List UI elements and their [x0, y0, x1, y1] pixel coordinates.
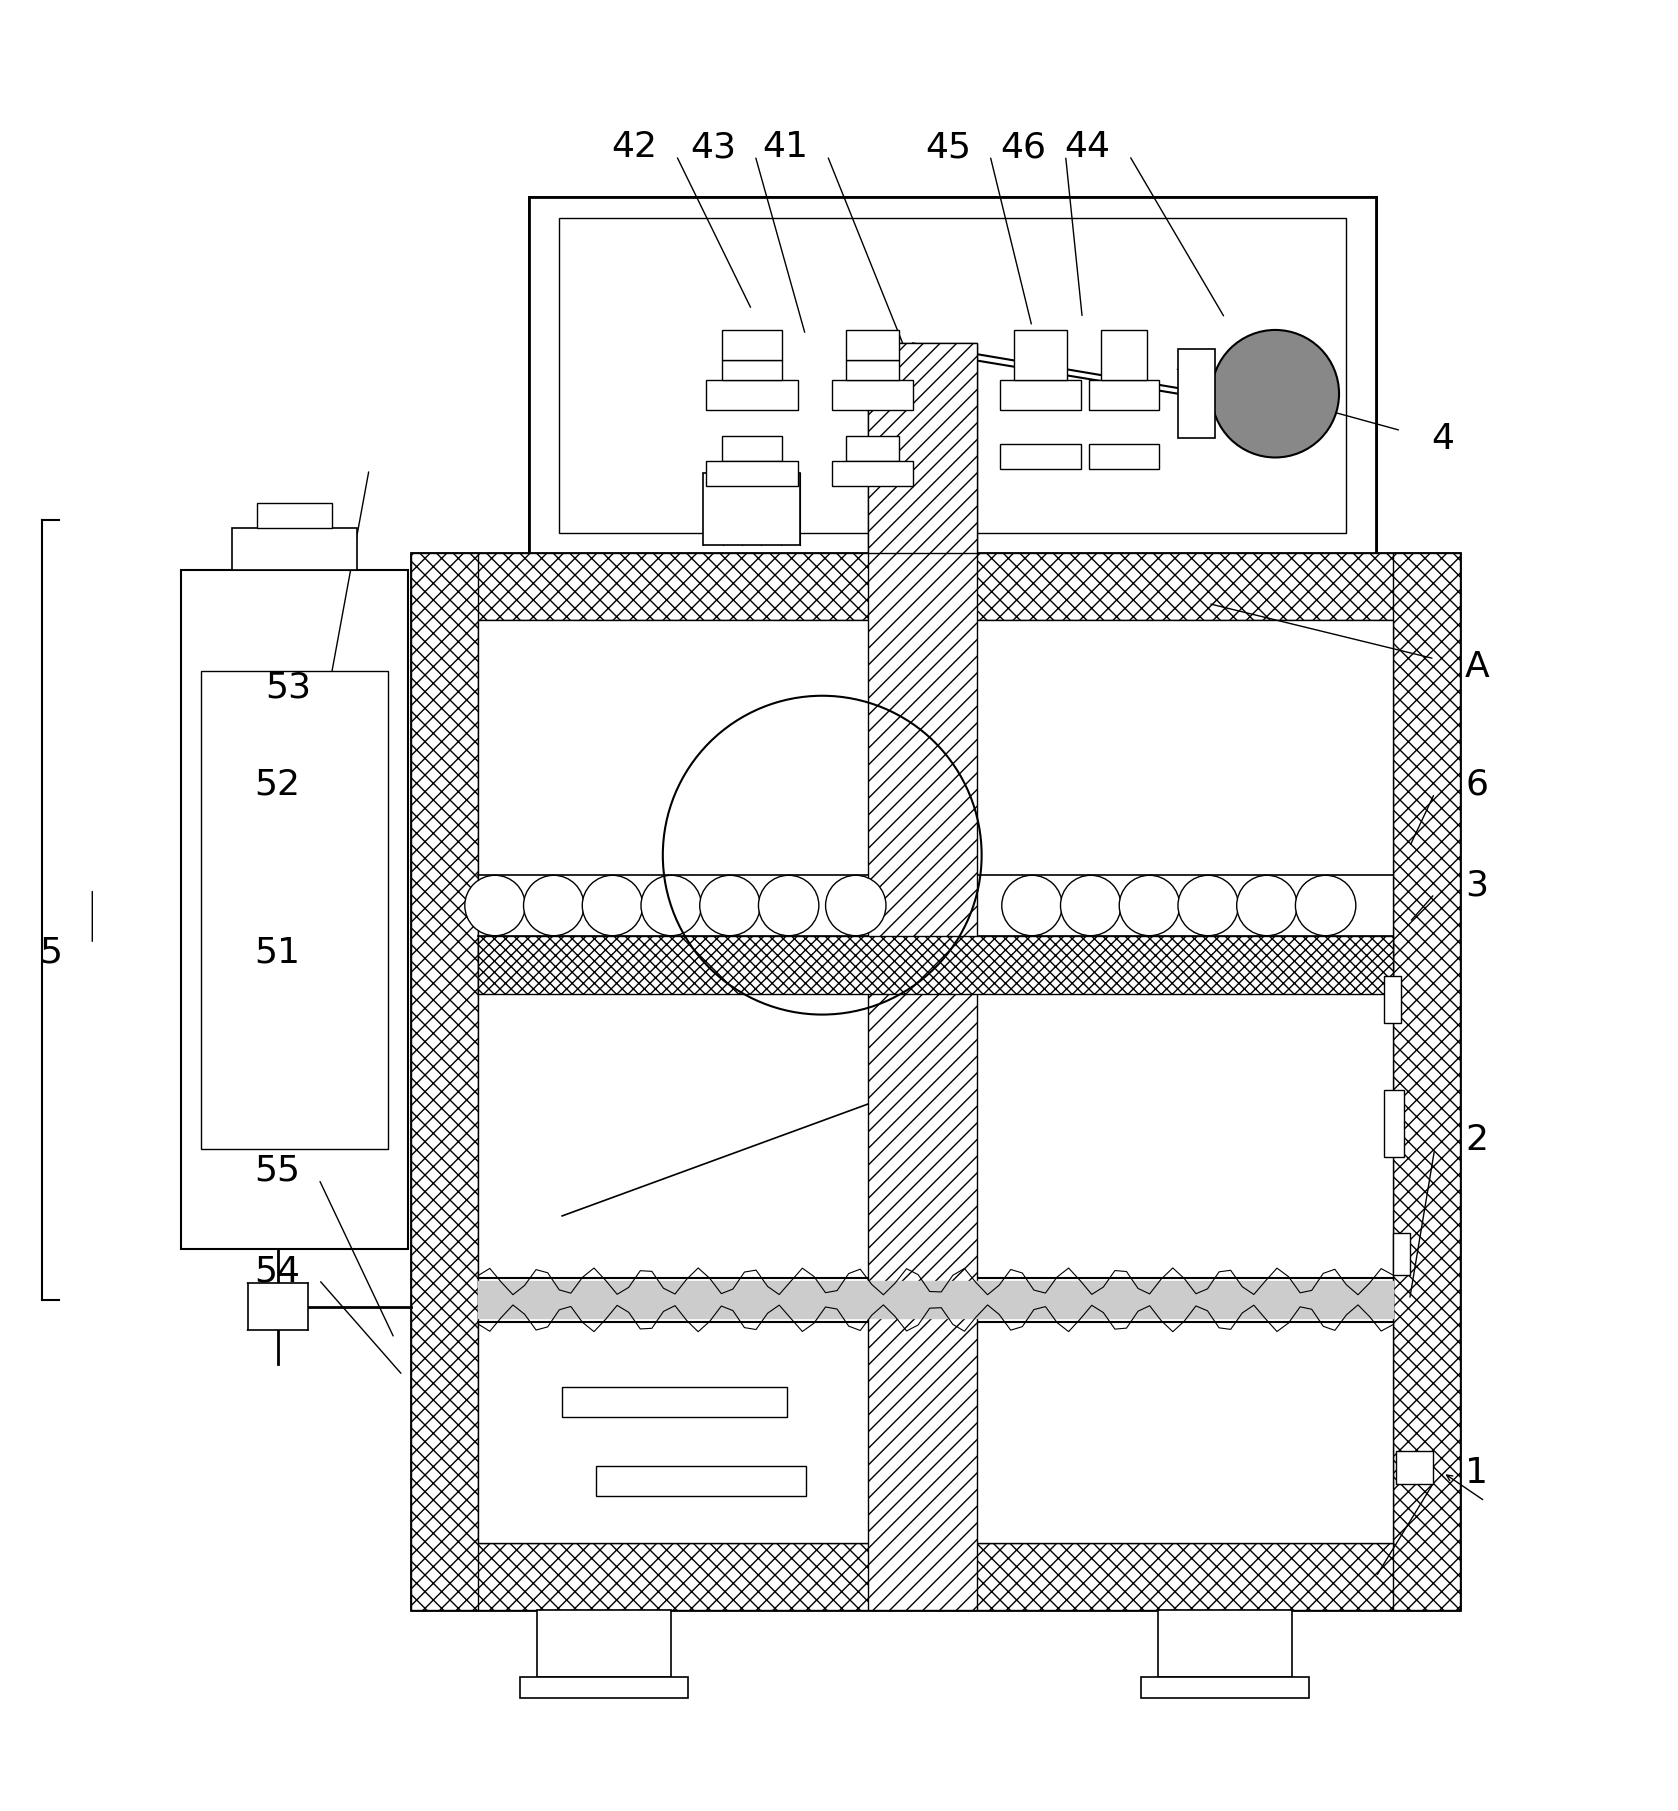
- Bar: [478, 936, 1393, 994]
- Text: 2: 2: [1465, 1123, 1488, 1157]
- Bar: [1141, 1677, 1309, 1697]
- Bar: [1000, 380, 1081, 411]
- Bar: [1014, 330, 1067, 380]
- Circle shape: [524, 875, 584, 936]
- Bar: [257, 503, 332, 529]
- Bar: [722, 436, 782, 460]
- Bar: [1396, 1451, 1433, 1485]
- Text: 46: 46: [1000, 130, 1047, 165]
- Bar: [1178, 350, 1215, 438]
- Bar: [411, 552, 1460, 619]
- Text: 55: 55: [253, 1154, 300, 1188]
- Bar: [537, 1610, 671, 1677]
- Bar: [832, 460, 913, 485]
- Bar: [562, 1387, 787, 1418]
- Bar: [529, 197, 1376, 552]
- Bar: [705, 460, 797, 485]
- Circle shape: [1212, 330, 1339, 458]
- Bar: [846, 436, 899, 460]
- Circle shape: [582, 875, 643, 936]
- Circle shape: [1295, 875, 1356, 936]
- Text: 52: 52: [253, 768, 300, 802]
- Circle shape: [1237, 875, 1297, 936]
- Bar: [1158, 1610, 1292, 1677]
- Bar: [232, 529, 357, 570]
- Bar: [1101, 330, 1148, 380]
- Text: 51: 51: [253, 936, 300, 969]
- Bar: [248, 1282, 309, 1329]
- Circle shape: [1119, 875, 1180, 936]
- Bar: [846, 330, 899, 360]
- Bar: [478, 619, 1393, 1543]
- Text: 41: 41: [762, 130, 809, 165]
- Text: 44: 44: [1064, 130, 1111, 165]
- Bar: [722, 330, 782, 360]
- Text: A: A: [1465, 650, 1488, 685]
- Bar: [869, 344, 977, 1610]
- Bar: [559, 217, 1346, 532]
- Bar: [529, 197, 1376, 552]
- Bar: [869, 344, 977, 552]
- Text: 53: 53: [265, 670, 312, 704]
- Text: 5: 5: [39, 936, 62, 969]
- Bar: [1384, 1090, 1404, 1157]
- Circle shape: [826, 875, 886, 936]
- Text: 45: 45: [925, 130, 972, 165]
- Circle shape: [465, 875, 525, 936]
- Bar: [1089, 380, 1159, 411]
- Circle shape: [758, 875, 819, 936]
- Bar: [705, 380, 797, 411]
- Text: 42: 42: [611, 130, 658, 165]
- Bar: [1384, 976, 1401, 1023]
- Bar: [411, 552, 1460, 1610]
- Text: 1: 1: [1465, 1456, 1488, 1490]
- Bar: [1000, 444, 1081, 469]
- Circle shape: [1002, 875, 1062, 936]
- Text: 54: 54: [253, 1255, 300, 1288]
- Text: 4: 4: [1431, 422, 1455, 456]
- Text: 3: 3: [1465, 867, 1488, 902]
- Text: 43: 43: [690, 130, 737, 165]
- Bar: [411, 1543, 1460, 1610]
- Text: 6: 6: [1465, 768, 1488, 802]
- Circle shape: [700, 875, 760, 936]
- Bar: [703, 473, 800, 545]
- Bar: [201, 670, 388, 1148]
- Bar: [1089, 444, 1159, 469]
- Bar: [411, 552, 478, 1610]
- Bar: [846, 360, 899, 380]
- Bar: [1393, 1233, 1410, 1275]
- Circle shape: [641, 875, 701, 936]
- Bar: [832, 380, 913, 411]
- Bar: [181, 570, 408, 1250]
- Bar: [596, 1465, 807, 1496]
- Bar: [1393, 552, 1460, 1610]
- Bar: [722, 360, 782, 380]
- Circle shape: [1178, 875, 1238, 936]
- Bar: [520, 1677, 688, 1697]
- Circle shape: [1060, 875, 1121, 936]
